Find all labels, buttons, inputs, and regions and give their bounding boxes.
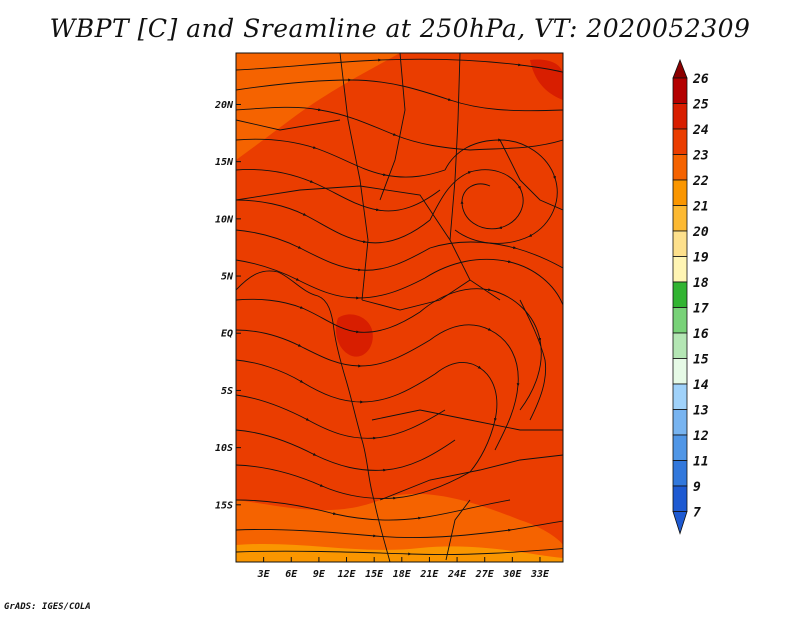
shade-north-22 [236,53,400,160]
lat-tick-label: 15S [215,500,233,511]
colorbar: 26 25 24 23 22 21 20 19 18 17 16 15 14 13 12 11 9 7 [672,58,709,535]
lon-tick-label: 12E [338,569,357,580]
colorbar-segment [672,332,688,359]
colorbar-label: 15 [693,353,709,368]
colorbar-segment [672,77,688,104]
colorbar-label: 25 [692,98,709,113]
colorbar-top-arrow [672,58,688,79]
colorbar-label: 9 [693,480,701,495]
lon-tick-label: 21E [419,569,439,580]
shade-ne-24 [530,59,563,100]
colorbar-segment [672,409,688,436]
colorbar-bottom-arrow [672,511,688,535]
colorbar-label: 26 [692,72,709,87]
colorbar-label: 24 [692,123,709,138]
colorbar-label: 19 [693,251,709,266]
colorbar-label: 18 [693,276,709,291]
colorbar-segment [672,103,688,130]
colorbar-label: 20 [692,225,709,240]
shade-south-22 [236,493,563,562]
lat-tick-label: 5N [221,272,234,283]
streamlines [236,58,563,556]
lat-tick-label: 5S [221,386,233,397]
lon-tick-label: 6E [285,569,298,580]
lon-tick-label: 27E [475,569,495,580]
lon-tick-label: 30E [502,569,522,580]
colorbar-segment [672,179,688,206]
colorbar-label: 16 [693,327,709,342]
colorbar-segment [672,485,688,512]
lat-axis: 20N 15N 10N 5N EQ 5S 10S 15S [214,100,241,511]
lon-tick-label: 33E [530,569,550,580]
colorbar-segment [672,383,688,410]
lat-tick-label: EQ [221,329,233,340]
colorbar-segment [672,460,688,487]
colorbar-segment [672,281,688,308]
colorbar-label: 13 [693,404,709,419]
colorbar-label: 12 [693,429,709,444]
chart-title: WBPT [C] and Sreamline at 250hPa, VT: 20… [49,14,751,43]
lon-tick-label: 15E [365,569,384,580]
colorbar-label: 7 [693,506,701,521]
lat-tick-label: 20N [214,100,234,111]
colorbar-label: 14 [693,378,709,393]
colorbar-segment [672,256,688,283]
colorbar-segment [672,307,688,334]
lat-tick-label: 10S [215,443,233,454]
colorbar-segment [672,128,688,155]
colorbar-segment [672,230,688,257]
colorbar-segment [672,205,688,232]
colorbar-label: 22 [692,174,709,189]
colorbar-segment [672,154,688,181]
grads-credit: GrADS: IGES/COLA [4,602,91,612]
lon-axis: 3E 6E 9E 12E 15E 18E 21E 24E 27E 30E 33E [257,557,550,580]
colorbar-label: 21 [692,200,709,215]
colorbar-label: 17 [693,302,709,317]
shade-south-21 [236,543,563,562]
colorbar-label: 11 [693,455,709,470]
lat-tick-label: 10N [215,214,234,225]
colorbar-label: 23 [692,149,709,164]
lon-tick-label: 9E [313,569,326,580]
lon-tick-label: 18E [393,569,412,580]
lat-tick-label: 15N [215,157,234,168]
lon-tick-label: 24E [447,569,467,580]
plot-frame [235,52,564,563]
colorbar-segment [672,358,688,385]
colorbar-segment [672,434,688,461]
lon-tick-label: 3E [257,569,271,580]
